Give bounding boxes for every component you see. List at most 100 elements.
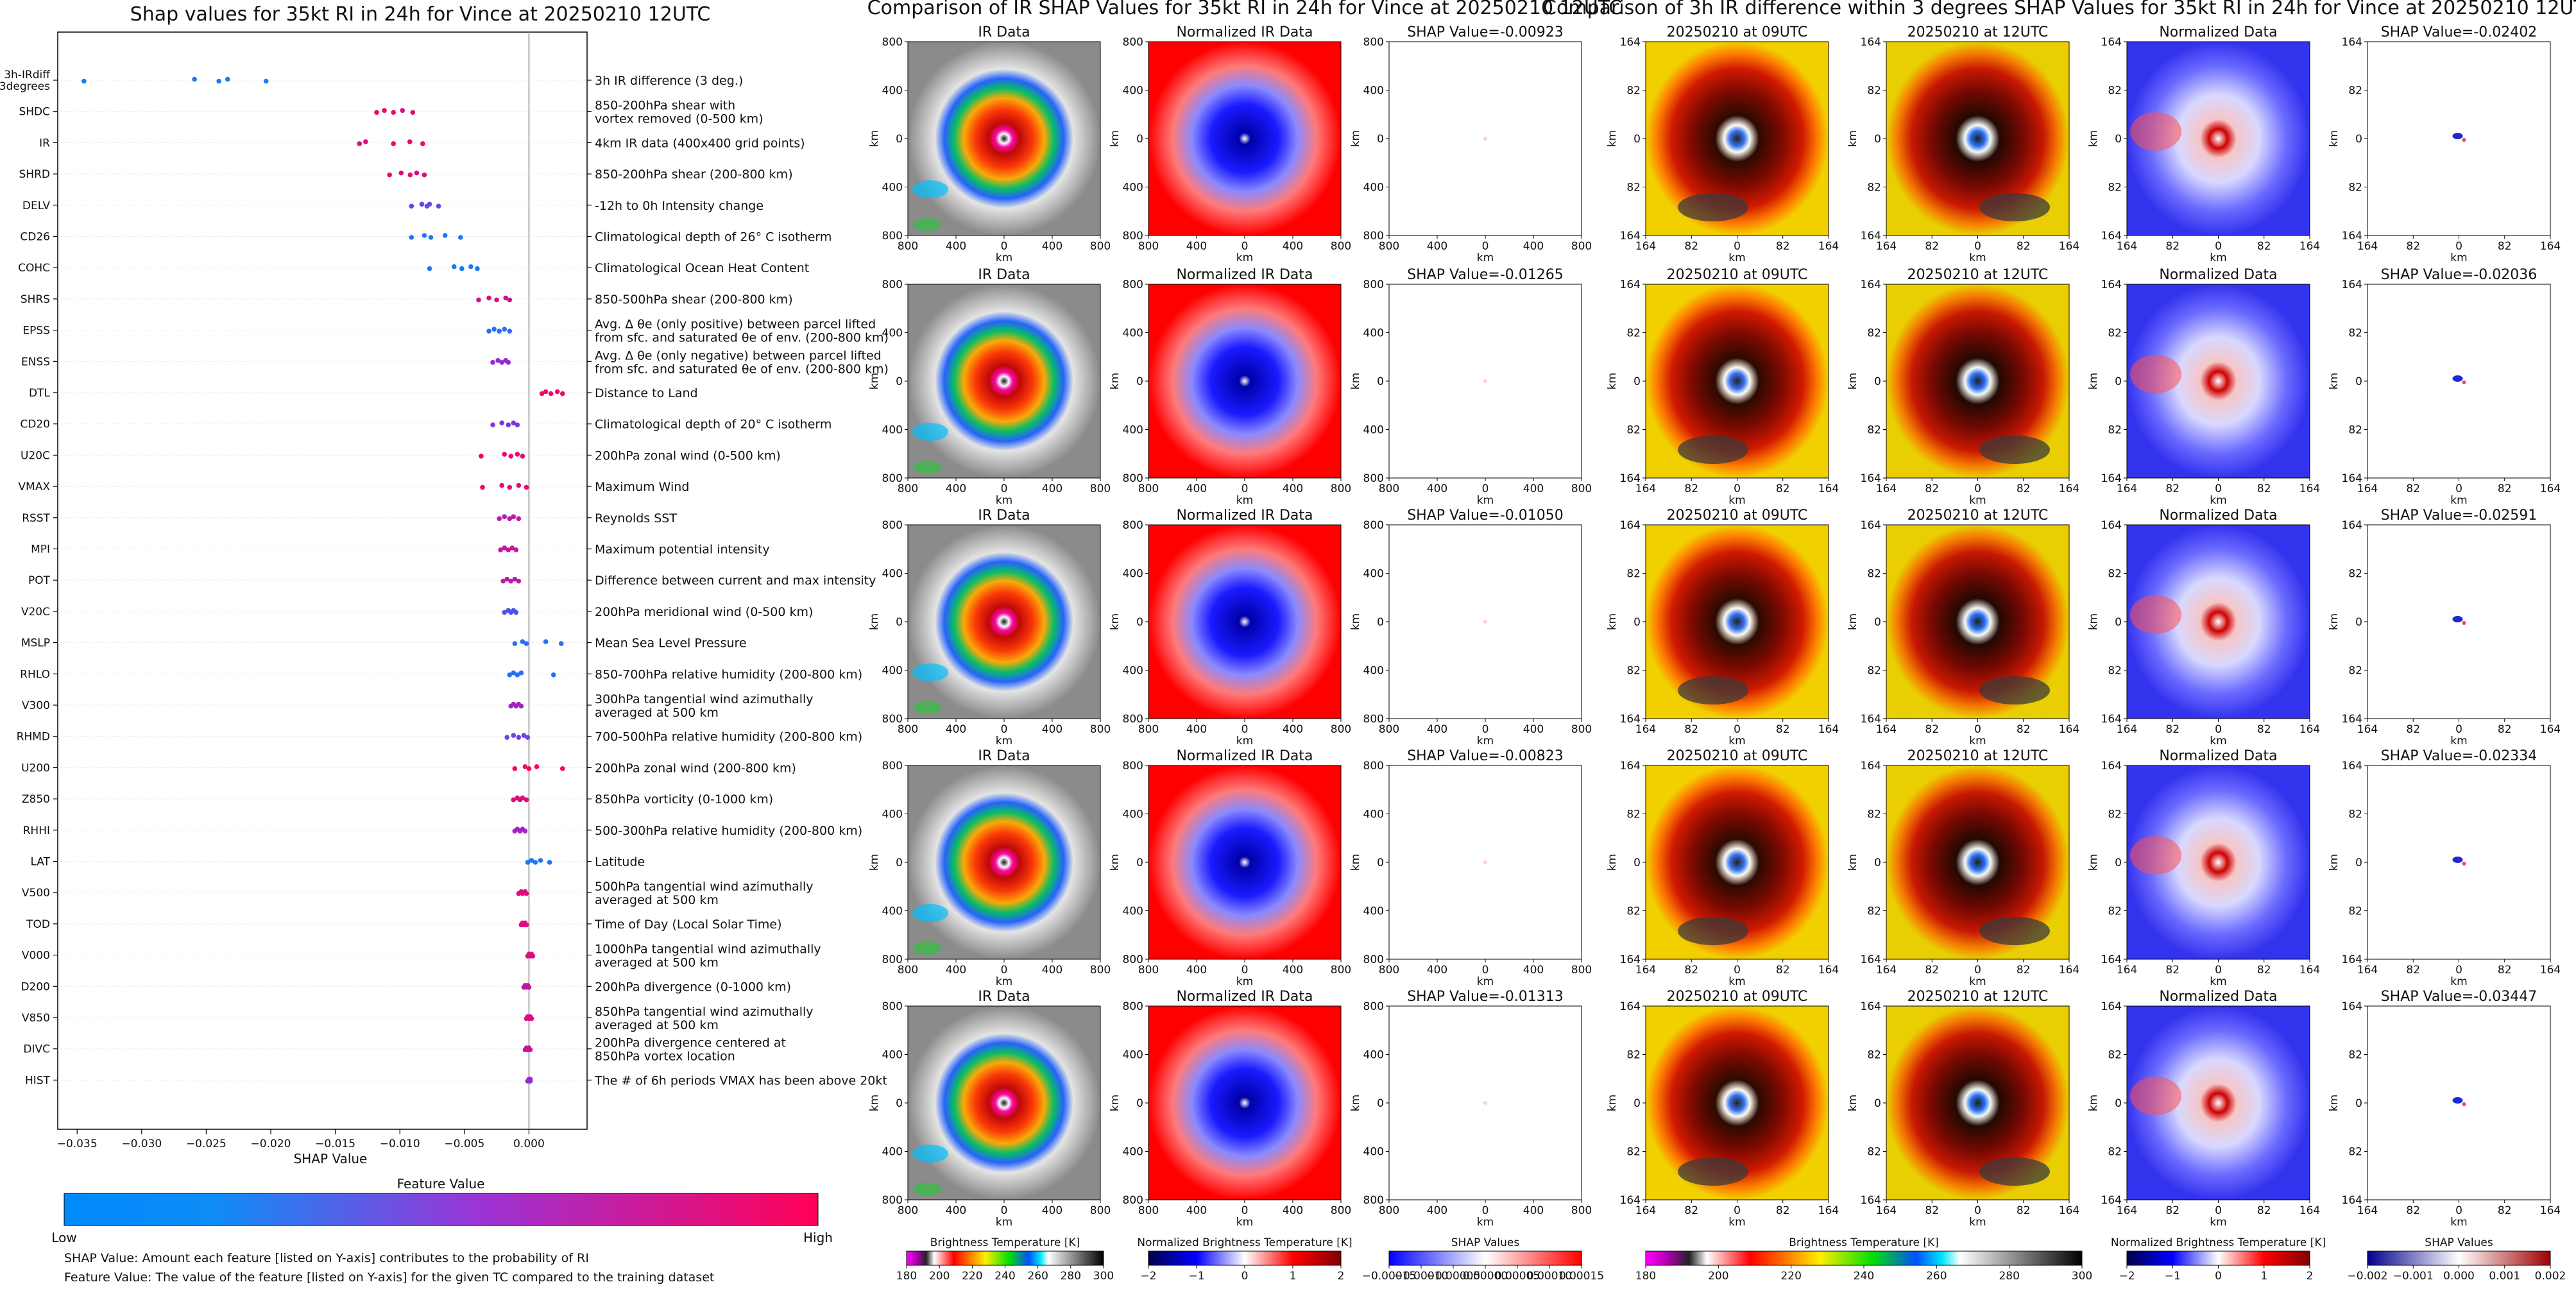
feature-description: 500hPa tangential wind azimuthally averag… [595, 880, 814, 907]
panel-x-tick-label: 164 [2117, 964, 2137, 977]
shap-point [539, 391, 545, 397]
panel-x-tick-label: 164 [2059, 964, 2079, 977]
shap-point [420, 141, 425, 146]
feature-description: 1000hPa tangential wind azimuthally avera… [595, 943, 821, 970]
text-line: DTL [29, 387, 50, 400]
panel-y-tick-label: 800 [882, 230, 903, 243]
panel-title: 20250210 at 09UTC [1667, 24, 1808, 40]
text-line: CD26 [20, 231, 50, 244]
shap-point [511, 420, 516, 425]
panel-y-tick-label: 164 [2342, 472, 2362, 485]
shap-point [516, 735, 522, 740]
diff-panel: Normalized Data1641648282008282164164kmk… [2087, 267, 2320, 507]
panel-y-tick-label: 164 [1861, 519, 1881, 532]
ir-normalized-colorbar: Normalized Brightness Temperature [K] −2 −… [1137, 1236, 1352, 1283]
colorbar-tick-label: 1 [2260, 1270, 2267, 1283]
shap-center-spot [1483, 137, 1487, 141]
text-line: The # of 6h periods VMAX has been above … [594, 1073, 887, 1088]
panel-y-tick-label: 800 [882, 472, 903, 485]
text-line: 3h-IRdiff [4, 69, 51, 81]
shap-point [513, 547, 519, 552]
text-line: -12h to 0h Intensity change [595, 199, 763, 213]
ir-image-storm [908, 1006, 1100, 1200]
panel-y-tick-label: 800 [1123, 953, 1143, 966]
colorbar-label: Brightness Temperature [K] [1789, 1236, 1938, 1249]
panel-y-tick-label: 0 [2115, 133, 2122, 146]
shap-point [479, 454, 484, 459]
panel-title: SHAP Value=-0.03447 [2381, 989, 2538, 1005]
shap-point [508, 578, 514, 584]
feature-row: SHDC 850-200hPa shear with vortex removed … [19, 99, 763, 126]
panel-x-tick-label: 164 [1876, 723, 1897, 736]
panel-x-tick-label: 800 [1090, 482, 1111, 495]
panel-y-tick-label: 800 [882, 278, 903, 291]
panel-title: SHAP Value=-0.00823 [1407, 748, 1564, 764]
diff-cloud-feature [1979, 436, 2050, 464]
diff-shap-red [2462, 1102, 2466, 1106]
text-line: Avg. Δ θe (only negative) between parcel… [595, 348, 882, 363]
shap-point [526, 766, 532, 771]
ir-panel: Normalized IR Data8008004004000040040080… [1109, 989, 1351, 1229]
ir-panel: Normalized IR Data8008004004000040040080… [1109, 508, 1351, 747]
colorbar-tick-label: 0 [1241, 1270, 1249, 1283]
panel-x-tick-label: 82 [1684, 723, 1698, 736]
panel-y-tick-label: 82 [1867, 808, 1881, 821]
text-line: 850-200hPa shear (200-800 km) [595, 167, 793, 182]
diff-panel: 20250210 at 09UTC1641648282008282164164k… [1606, 24, 1839, 264]
panel-y-tick-label: 82 [1626, 182, 1641, 194]
panel-title: Normalized Data [2159, 267, 2277, 283]
feature-row: DIVC 200hPa divergence centered at 850hPa … [23, 1036, 786, 1064]
diff-shap-center [2452, 857, 2463, 863]
text-line: vortex removed (0-500 km) [595, 112, 763, 126]
panel-x-axis-label: km [1477, 252, 1494, 264]
text-line: Distance to Land [595, 386, 698, 400]
panel-y-tick-label: 800 [1123, 230, 1143, 243]
shap-point [529, 858, 534, 863]
text-line: MSLP [21, 637, 50, 650]
panel-x-tick-label: 82 [1925, 964, 1939, 977]
panel-x-axis-label: km [1728, 735, 1745, 747]
panel-y-tick-label: 82 [2108, 424, 2122, 437]
panel-x-tick-label: 82 [2498, 482, 2512, 495]
panel-y-tick-label: 82 [2108, 905, 2122, 918]
shap-point [398, 170, 404, 176]
panel-x-axis-label: km [2450, 252, 2467, 264]
feature-description: 850-200hPa shear (200-800 km) [595, 167, 793, 182]
shap-point [515, 452, 520, 457]
panel-x-tick-label: 800 [1379, 240, 1399, 253]
panel-y-axis-label: km [1847, 1095, 1859, 1111]
panel-y-tick-label: 82 [2108, 327, 2122, 340]
feature-description: Reynolds SST [595, 511, 677, 525]
shap-point [422, 233, 427, 238]
text-line: 300hPa tangential wind azimuthally [595, 692, 814, 706]
panel-x-tick-label: 164 [1818, 482, 1839, 495]
colorbar-tick-label: 260 [1926, 1270, 1947, 1283]
panel-y-tick-label: 82 [2108, 568, 2122, 581]
panel-y-axis-label: km [868, 854, 881, 871]
panel-y-tick-label: 400 [1363, 327, 1384, 340]
text-line: U200 [21, 762, 50, 774]
feature-name: RHHI [23, 824, 50, 837]
panel-y-tick-label: 400 [1363, 808, 1384, 821]
colorbar-ramp [1388, 1251, 1582, 1266]
colorbar-tick-label: 220 [962, 1270, 982, 1283]
shap-point [422, 172, 427, 178]
panel-y-tick-label: 400 [1123, 424, 1143, 437]
colorbar-tick-label: −0.00005 [1426, 1270, 1481, 1283]
text-line: 3h IR difference (3 deg.) [595, 74, 743, 88]
feature-row: MSLP Mean Sea Level Pressure [21, 636, 747, 651]
panel-x-tick-label: 164 [2357, 1204, 2378, 1217]
panel-y-tick-label: 800 [1363, 760, 1384, 773]
panel-x-tick-label: 400 [1427, 1204, 1447, 1217]
panel-x-tick-label: 82 [2406, 482, 2420, 495]
feature-row: DTL Distance to Land [29, 386, 698, 400]
panel-y-tick-label: 400 [882, 85, 903, 98]
panel-x-tick-label: 800 [1138, 1204, 1159, 1217]
feature-name: LAT [30, 856, 50, 869]
panel-y-tick-label: 164 [1861, 472, 1881, 485]
panel-y-tick-label: 164 [2101, 953, 2122, 966]
panel-x-tick-label: 400 [1427, 482, 1447, 495]
ir-panel: Normalized IR Data8008004004000040040080… [1109, 267, 1351, 507]
colorbar-ramp [1645, 1251, 2083, 1266]
